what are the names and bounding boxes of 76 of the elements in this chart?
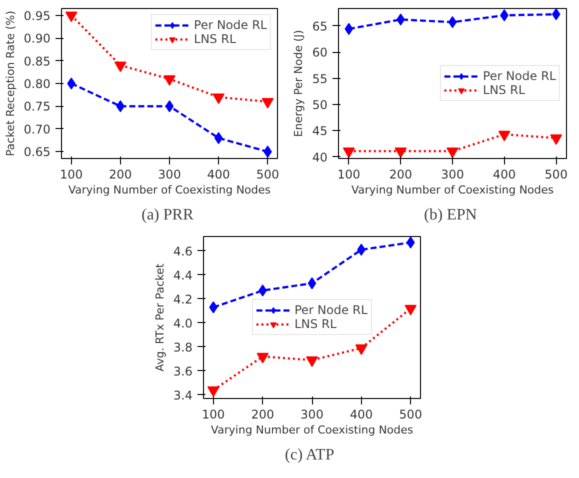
x-tick-label: 300 [158, 168, 181, 182]
text: (a) PRR [142, 206, 194, 224]
legend-label: LNS RL [482, 83, 526, 97]
point [114, 62, 126, 72]
point [212, 93, 225, 104]
x-tick-label: 300 [441, 168, 464, 182]
y-tick-label: 0.70 [24, 122, 50, 136]
x-axis-title: Varying Number of Coexisting Nodes [210, 424, 414, 436]
y-tick-label: 3.6 [173, 364, 193, 378]
point [214, 132, 223, 144]
point [394, 147, 407, 158]
legend-label: Per Node RL [482, 69, 556, 83]
x-axis-title: Varying Number of Coexisting Nodes [68, 184, 271, 196]
x-tick-label: 200 [108, 168, 132, 182]
legend-label: LNS RL [194, 32, 236, 46]
point [116, 100, 125, 112]
point [498, 130, 510, 142]
y-tick-label: 3.4 [173, 388, 193, 402]
y-tick-label: 4.0 [173, 316, 193, 330]
x-tick-label: 100 [60, 168, 83, 182]
y-tick-label: 0.65 [24, 145, 50, 160]
point [65, 12, 78, 22]
y-tick-label: 0.80 [24, 77, 50, 91]
y-tick-label: 3.8 [173, 340, 193, 354]
point [306, 356, 318, 367]
y-tick-label: 0.95 [24, 8, 50, 23]
x-tick-label: 500 [399, 408, 422, 422]
point [404, 304, 417, 316]
x-tick-label: 200 [251, 408, 274, 422]
y-tick-label: 40 [312, 150, 328, 164]
point [550, 134, 562, 145]
x-tick-label: 400 [207, 168, 230, 182]
legend-label: Per Node RL [194, 18, 267, 32]
y-tick-label: 55 [312, 72, 328, 86]
x-tick-label: 400 [492, 168, 516, 182]
point [446, 147, 458, 158]
point [256, 352, 269, 364]
x-tick-label: 400 [350, 408, 373, 422]
x-tick-label: 500 [256, 168, 280, 182]
point [207, 386, 220, 397]
y-axis-title: Packet Reception Rate (%) [4, 10, 17, 156]
y-tick-label: 4.4 [173, 268, 193, 282]
x-tick-label: 300 [300, 408, 324, 422]
y-tick-label: 65 [312, 19, 328, 34]
point [67, 78, 76, 90]
y-tick-label: 0.75 [24, 100, 50, 114]
y-tick-label: 50 [312, 98, 328, 112]
y-axis-title: Energy Per Node (J) [292, 30, 306, 138]
y-tick-label: 4.6 [173, 244, 193, 258]
text: (b) EPN [424, 206, 478, 224]
text: (c) ATP [284, 446, 334, 464]
point [344, 22, 354, 35]
x-tick-label: 200 [389, 168, 412, 182]
legend-label: LNS RL [294, 317, 337, 331]
x-tick-label: 100 [337, 168, 360, 182]
point [355, 344, 368, 355]
legend-label: Per Node RL [294, 303, 368, 317]
point [209, 301, 218, 314]
point [448, 16, 457, 28]
x-tick-label: 100 [202, 408, 225, 422]
point [406, 236, 415, 248]
point [258, 284, 267, 296]
y-tick-label: 4.2 [173, 292, 193, 306]
point [262, 98, 274, 109]
y-tick-label: 45 [312, 124, 328, 138]
y-tick-label: 0.85 [24, 54, 50, 68]
x-tick-label: 500 [544, 168, 568, 182]
point [308, 277, 316, 290]
y-axis-title: Avg. RTx Per Packet [153, 262, 166, 372]
y-tick-label: 0.90 [24, 32, 50, 46]
point [342, 147, 355, 158]
point [552, 8, 560, 20]
point [165, 100, 174, 112]
x-axis-title: Varying Number of Coexisting Nodes [351, 184, 554, 196]
point [164, 75, 176, 86]
y-tick-label: 60 [312, 46, 328, 60]
